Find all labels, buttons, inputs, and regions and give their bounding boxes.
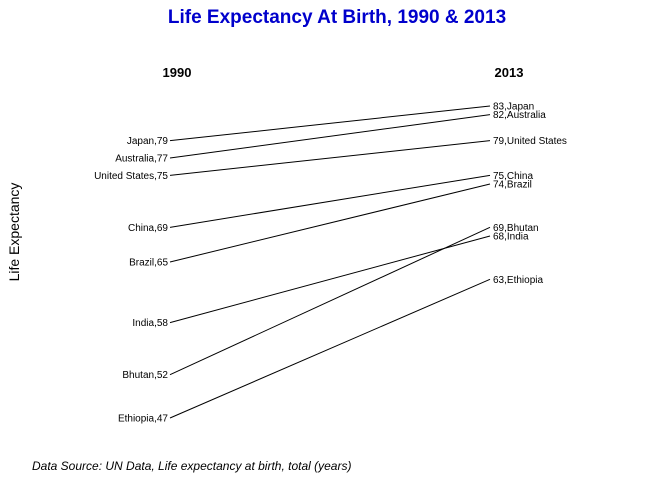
label-2013-australia: 82,Australia — [493, 110, 546, 121]
label-2013-brazil: 74,Brazil — [493, 180, 532, 191]
label-1990-india: India,58 — [132, 318, 168, 329]
column-header-2013: 2013 — [495, 65, 524, 80]
slope-line-china — [169, 174, 491, 228]
label-1990-china: China,69 — [128, 223, 168, 234]
slope-line-united-states — [169, 140, 491, 176]
chart-title: Life Expectancy At Birth, 1990 & 2013 — [168, 7, 506, 28]
slope-line-japan — [169, 105, 491, 142]
slope-line-india — [169, 235, 491, 324]
slope-lines-group: Japan,79 83,Japan Australia,77 82,Australia… — [94, 102, 567, 425]
label-1990-ethiopia: Ethiopia,47 — [118, 414, 168, 425]
slope-line-australia — [169, 114, 491, 159]
label-2013-united-states: 79,United States — [493, 136, 567, 147]
label-1990-brazil: Brazil,65 — [129, 258, 168, 269]
slope-line-ethiopia — [169, 278, 491, 419]
slope-line-brazil — [169, 183, 491, 263]
label-2013-india: 68,India — [493, 232, 529, 243]
label-2013-china: 75,China — [493, 171, 533, 182]
label-1990-united-states: United States,75 — [94, 171, 168, 182]
label-2013-japan: 83,Japan — [493, 102, 534, 113]
label-1990-bhutan: Bhutan,52 — [122, 370, 168, 381]
label-1990-australia: Australia,77 — [115, 154, 168, 165]
label-1990-japan: Japan,79 — [127, 136, 169, 147]
label-2013-ethiopia: 63,Ethiopia — [493, 275, 543, 286]
data-source-note: Data Source: UN Data, Life expectancy at… — [32, 459, 351, 473]
slope-line-bhutan — [169, 226, 491, 376]
label-2013-bhutan: 69,Bhutan — [493, 223, 539, 234]
column-header-1990: 1990 — [163, 65, 192, 80]
y-axis-label: Life Expectancy — [6, 183, 22, 282]
